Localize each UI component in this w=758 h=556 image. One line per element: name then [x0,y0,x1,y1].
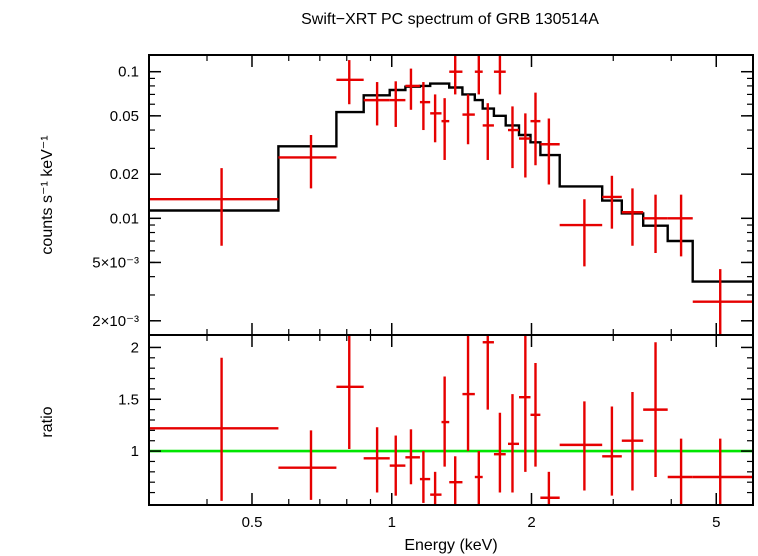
spectrum-point-13 [482,103,494,160]
ratio-point-1 [149,357,279,501]
ratio-panel: 1 1.5 2 0.5 1 2 5 [118,334,754,531]
spectrum-point-21 [621,188,644,246]
ratio-point-23 [667,438,693,505]
ratio-point-22 [643,342,668,478]
ratio-point-3 [336,335,364,450]
ratio-point-11 [462,335,475,452]
xtick-label-2: 1 [388,514,396,531]
ratio-point-6 [405,429,420,485]
ratio-point-8 [430,471,442,505]
spectrum-ytick-label-1: 0.1 [118,64,139,81]
ratio-point-13 [482,335,494,410]
spectrum-ytick-label-3: 0.02 [110,166,139,183]
ratio-ytick-label-1: 1 [131,443,139,460]
ratio-point-16 [519,335,531,472]
spectrum-frame [148,54,754,336]
ratio-frame [148,334,754,506]
spectrum-point-3 [336,60,364,105]
xtick-label-3: 2 [527,514,535,531]
spectrum-point-9 [441,98,450,160]
spectrum-y-axis-title: counts s⁻¹ keV⁻¹ [39,135,56,254]
ratio-point-17 [530,362,541,467]
spectrum-point-16 [519,113,531,178]
spectrum-point-6 [405,68,420,110]
spectrum-point-2 [278,135,337,189]
spectrum-point-17 [530,92,541,166]
ratio-point-2 [278,430,337,500]
ratio-point-21 [621,392,644,491]
spectrum-point-7 [419,82,431,131]
spectrum-point-20 [602,175,622,229]
spectrum-ytick-label-4: 0.01 [110,210,139,227]
ratio-point-7 [419,451,431,503]
ratio-point-12 [474,451,483,505]
ratio-point-14 [493,412,506,493]
ratio-point-15 [508,394,520,493]
ratio-y-axis-title: ratio [39,406,56,437]
spectrum-point-15 [508,106,520,169]
spectrum-ytick-label-2: 0.05 [110,108,139,125]
spectrum-point-19 [559,199,603,267]
ratio-data-layer [149,335,753,505]
ratio-point-10 [449,456,463,505]
spectrum-ytick-label-5: 5×10⁻³ [92,254,139,271]
ratio-ytick-label-2: 1.5 [118,391,139,408]
spectrum-point-24 [692,269,753,335]
spectrum-point-22 [643,194,668,253]
model-step-line [149,82,753,283]
ratio-point-20 [602,406,622,496]
ratio-point-18 [540,471,560,505]
spectrum-point-10 [449,55,463,95]
ratio-ytick-label-3: 2 [131,339,139,356]
ratio-point-4 [363,427,390,493]
model-layer [149,82,753,283]
xtick-label-4: 5 [712,514,720,531]
spectrum-point-4 [363,82,390,126]
x-axis-title: Energy (keV) [404,537,497,554]
spectrum-point-8 [430,94,442,143]
spectrum-panel: 0.1 0.05 0.02 0.01 5×10⁻³ 2×10⁻³ [92,54,754,336]
ratio-point-24 [692,438,753,505]
ratio-point-19 [559,401,603,491]
spectrum-point-23 [667,194,693,257]
spectrum-point-5 [389,81,406,127]
spectrum-point-14 [493,55,506,95]
xtick-label-1: 0.5 [242,514,263,531]
spectrum-point-11 [462,94,475,145]
ratio-point-9 [441,376,450,467]
spectrum-ytick-label-6: 2×10⁻³ [92,313,139,330]
data-layer [149,55,753,335]
spectrum-point-12 [474,55,483,95]
chart-title: Swift−XRT PC spectrum of GRB 130514A [301,11,599,28]
ratio-point-5 [389,435,406,496]
spectrum-point-18 [540,118,560,185]
spectrum-point-1 [149,168,279,246]
